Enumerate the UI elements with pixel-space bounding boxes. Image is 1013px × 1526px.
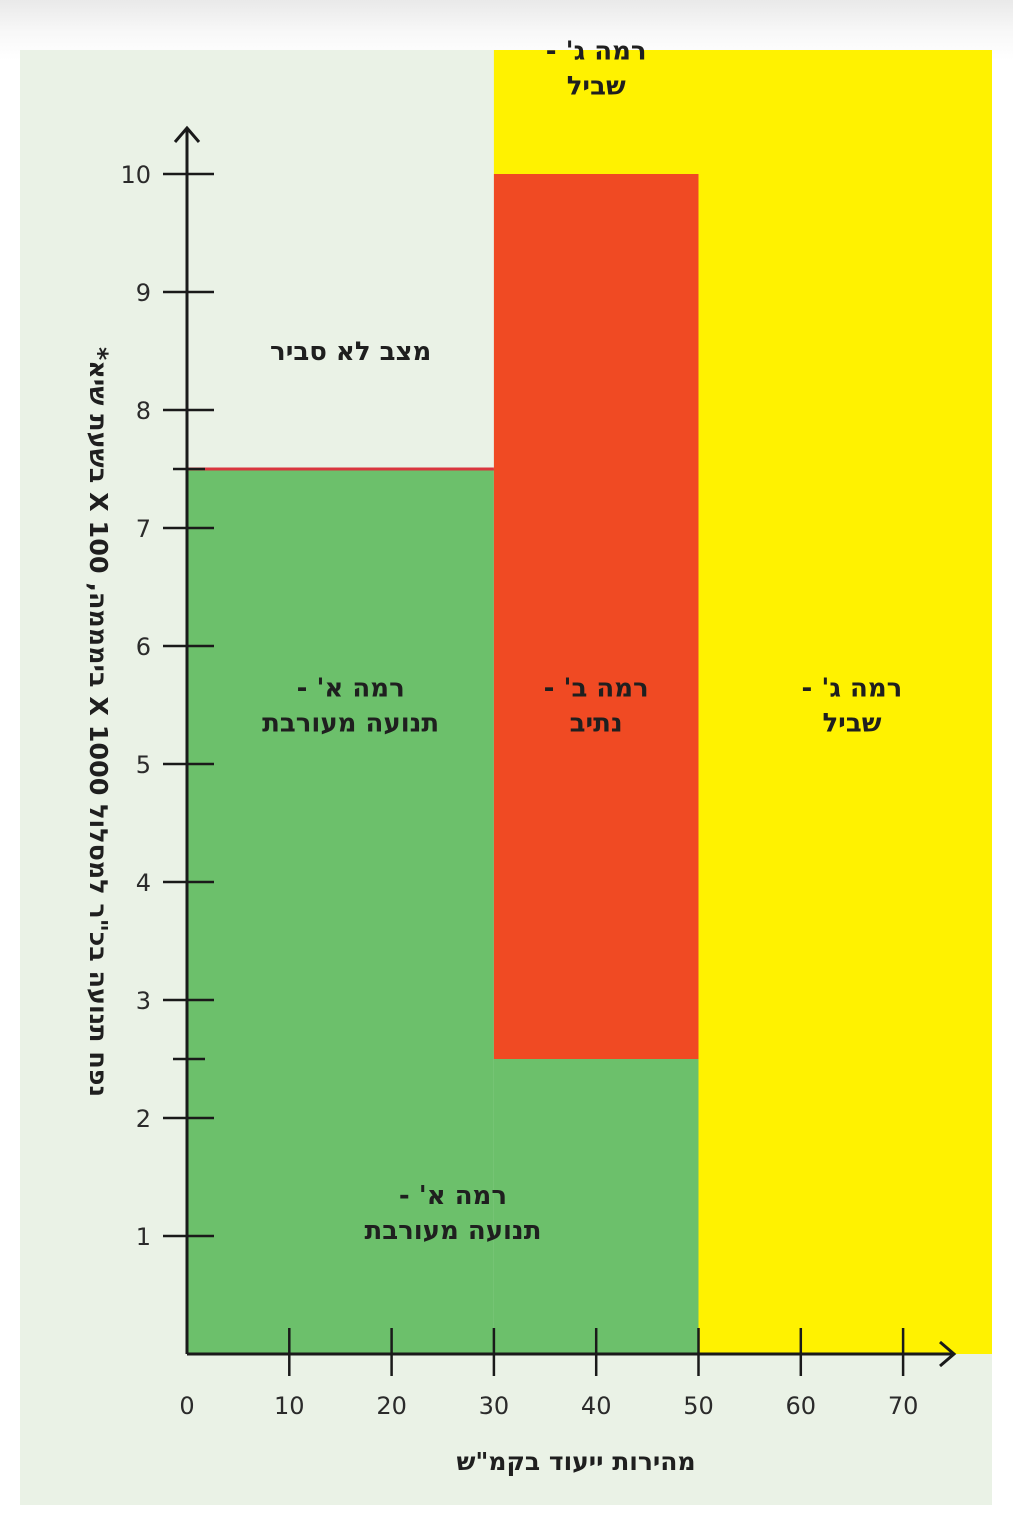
y-tick-label-3: 3 bbox=[136, 987, 151, 1015]
zone-green-bottom bbox=[493, 1059, 699, 1354]
x-tick-label-0: 0 bbox=[179, 1392, 194, 1420]
zone-label-3-line-0: רמה ג' - bbox=[802, 674, 903, 704]
y-axis-title: נפח תנועה בכ"ר למסלול X 1000 בימממה, X 1… bbox=[84, 347, 113, 1097]
y-tick-label-9: 9 bbox=[136, 279, 151, 307]
y-tick-label-5: 5 bbox=[136, 751, 151, 779]
y-tick-label-2: 2 bbox=[136, 1105, 151, 1133]
zone-label-4-line-0: רמה א' - bbox=[399, 1181, 507, 1211]
zones-layer bbox=[187, 50, 992, 1354]
y-tick-label-7: 7 bbox=[136, 515, 151, 543]
y-axis-arrow bbox=[173, 125, 201, 143]
y-tick-label-6: 6 bbox=[136, 633, 151, 661]
y-tick-label-10: 10 bbox=[120, 161, 151, 189]
zone-yellow-right bbox=[698, 50, 992, 1354]
x-tick-label-10: 10 bbox=[274, 1392, 305, 1420]
x-axis-title: מהירות ייעוד בקמ"ש bbox=[456, 1447, 695, 1476]
x-tick-label-70: 70 bbox=[888, 1392, 919, 1420]
zone-label-5-line-1: שביל bbox=[567, 71, 626, 101]
zone-labels-layer: מצב לא סביר רמה א' - תנועה מעורבת רמה ב' - נ… bbox=[262, 36, 902, 1246]
zone-label-3-line-1: שביל bbox=[822, 709, 881, 739]
axes-layer bbox=[173, 125, 957, 1368]
x-axis-arrow bbox=[939, 1340, 957, 1368]
ticks-layer: 1 2 3 4 5 6 7 8 9 10 0 10 20 30 40 50 60 70 bbox=[120, 161, 918, 1420]
zone-red bbox=[493, 174, 699, 1059]
zone-label-2-line-0: רמה ב' - bbox=[544, 674, 649, 704]
x-tick-label-60: 60 bbox=[786, 1392, 817, 1420]
x-tick-label-30: 30 bbox=[479, 1392, 510, 1420]
y-tick-label-1: 1 bbox=[136, 1223, 151, 1251]
zone-label-4-line-1: תנועה מעורבת bbox=[364, 1216, 541, 1246]
zone-label-1-line-1: תנועה מעורבת bbox=[262, 709, 439, 739]
zone-label-2-line-1: נתיב bbox=[570, 709, 623, 739]
zone-yellow-top bbox=[493, 50, 699, 174]
y-tick-label-8: 8 bbox=[136, 397, 151, 425]
x-tick-label-20: 20 bbox=[376, 1392, 407, 1420]
zone-label-0-line-0: מצב לא סביר bbox=[270, 337, 431, 367]
x-tick-label-50: 50 bbox=[683, 1392, 714, 1420]
zone-green-left bbox=[187, 469, 494, 1354]
zone-label-5-line-0: רמה ג' - bbox=[546, 36, 647, 66]
zone-label-1-line-0: רמה א' - bbox=[297, 674, 405, 704]
y-tick-label-4: 4 bbox=[136, 869, 151, 897]
x-tick-label-40: 40 bbox=[581, 1392, 612, 1420]
